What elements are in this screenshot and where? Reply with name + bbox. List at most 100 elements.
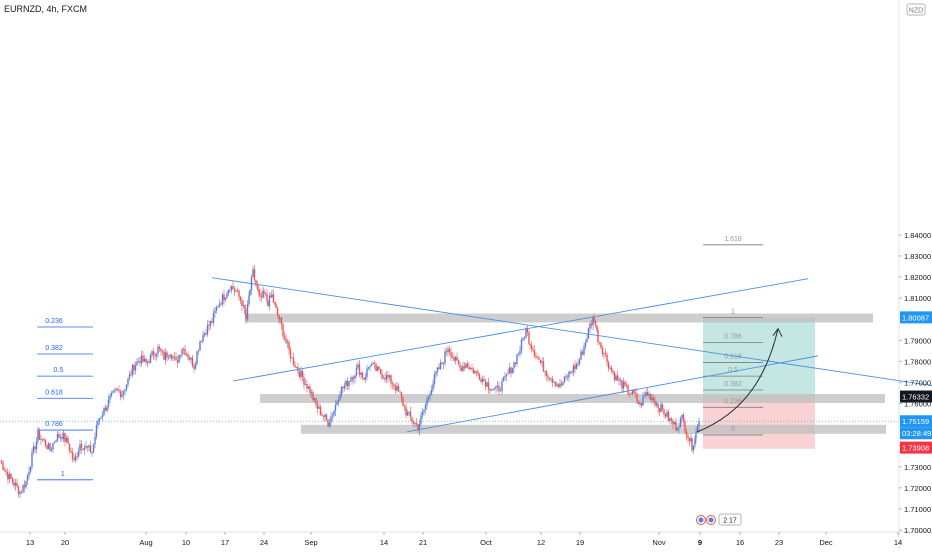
candle-body [92, 444, 95, 453]
candle-body [548, 377, 551, 379]
candle-body [652, 397, 655, 401]
candle-body [609, 367, 611, 369]
candle-body [539, 359, 542, 363]
fib-level-label: 0.382 [724, 381, 742, 388]
candle-body [442, 363, 445, 365]
candle-body [79, 444, 81, 451]
candle-body [205, 333, 207, 335]
candle-body [107, 399, 110, 407]
time-tick-label: 19 [576, 538, 584, 547]
candle-body [256, 285, 259, 290]
candle-body [307, 386, 310, 389]
candle-body [505, 374, 508, 376]
price-tag-label: 1.80087 [902, 313, 929, 322]
candle-body [501, 381, 503, 391]
candle-body [670, 418, 673, 421]
candle-body [507, 373, 509, 375]
candle-body [214, 310, 216, 314]
candle-body [118, 390, 120, 392]
price-tick-label: 1.73000 [904, 463, 931, 472]
symbol-title: EURNZD, 4h, FXCM [4, 4, 88, 14]
time-tick-label: 17 [221, 538, 229, 547]
candle-body [669, 418, 671, 421]
candle-body [212, 313, 215, 323]
candle-body [221, 294, 224, 305]
candle-body [367, 367, 370, 369]
candle-body [627, 385, 629, 394]
candle-body [556, 384, 558, 386]
price-tag [900, 415, 932, 428]
candle-body [607, 362, 610, 369]
candle-body [695, 432, 697, 439]
candle-body [62, 433, 65, 440]
candle-body [411, 417, 413, 422]
candle-body [31, 452, 33, 467]
candle-body [130, 374, 132, 376]
candle-body [593, 317, 595, 321]
candle-body [137, 361, 140, 363]
candle-body [133, 364, 135, 371]
candle-body [615, 375, 617, 381]
countdown-tag [900, 427, 932, 440]
candle-body [235, 291, 237, 293]
candle-body [523, 337, 526, 339]
candle-body [88, 445, 90, 448]
candle-body [631, 390, 634, 395]
candle-body [475, 371, 478, 372]
candle-body [459, 364, 461, 368]
candle-body [300, 370, 302, 377]
candle-body [572, 365, 575, 373]
candle-body [522, 338, 524, 340]
candle-body [184, 348, 186, 355]
candle-body [375, 363, 377, 371]
price-tick-label: 1.72000 [904, 484, 931, 493]
candle-body [20, 491, 23, 493]
candle-body [406, 412, 409, 416]
candle-body [58, 434, 60, 438]
candle-body [634, 393, 637, 395]
candle-body [421, 411, 424, 416]
candle-body [390, 375, 392, 384]
candle-body [610, 367, 613, 371]
candle-body [32, 446, 35, 453]
candle-body [16, 483, 18, 487]
candle-body [259, 293, 261, 297]
candle-body [584, 342, 587, 347]
candle-body [166, 352, 168, 358]
candle-body [414, 423, 416, 424]
price-tick-label: 1.84000 [904, 231, 931, 240]
candle-body [158, 346, 161, 349]
candle-body [691, 438, 693, 451]
candle-body [172, 356, 174, 359]
candle-body [116, 388, 119, 391]
candle-body [245, 313, 247, 320]
candle-body [104, 407, 107, 411]
fib-level-label: 0.618 [45, 389, 63, 396]
candle-body [430, 390, 433, 395]
candle-body [454, 356, 457, 361]
candle-body [5, 471, 7, 473]
time-tick-label: 20 [61, 538, 69, 547]
candle-body [279, 317, 281, 320]
candle-body [360, 372, 362, 375]
candle-body [74, 456, 77, 461]
candle-body [692, 445, 695, 451]
candle-body [569, 371, 572, 373]
candle-body [438, 367, 440, 370]
candle-body [26, 475, 29, 481]
candle-body [563, 376, 566, 383]
candle-body [381, 373, 383, 378]
candle-body [655, 403, 658, 406]
candle-body [164, 352, 167, 360]
candle-body [310, 392, 313, 394]
candle-body [188, 357, 191, 360]
candle-body [103, 407, 105, 415]
candle-body [185, 354, 188, 356]
candle-body [121, 394, 123, 397]
fib-level-label: 0.786 [724, 334, 742, 341]
candle-body [258, 289, 260, 294]
time-tick-label: Aug [139, 538, 152, 547]
candle-body [530, 344, 533, 350]
